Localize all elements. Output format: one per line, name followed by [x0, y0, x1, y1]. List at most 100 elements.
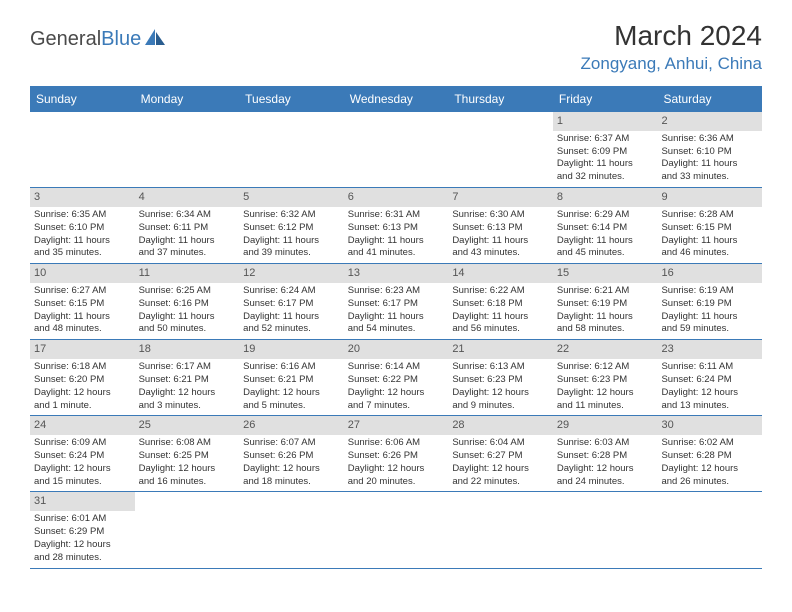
day-info-line: Sunset: 6:21 PM: [139, 374, 236, 387]
day-cell: 30Sunrise: 6:02 AMSunset: 6:28 PMDayligh…: [657, 416, 762, 491]
day-info-line: and 58 minutes.: [557, 323, 654, 336]
day-info-line: Sunset: 6:10 PM: [661, 146, 758, 159]
day-info-line: Sunrise: 6:31 AM: [348, 209, 445, 222]
day-info-line: Sunset: 6:23 PM: [452, 374, 549, 387]
logo-word1: General: [30, 28, 101, 50]
day-number: 12: [239, 264, 344, 283]
day-info-line: Sunset: 6:16 PM: [139, 298, 236, 311]
location-label: Zongyang, Anhui, China: [581, 54, 762, 74]
day-info-line: Sunrise: 6:36 AM: [661, 133, 758, 146]
header: GeneralBlue March 2024 Zongyang, Anhui, …: [30, 20, 762, 74]
day-number: 19: [239, 340, 344, 359]
day-info-line: Daylight: 12 hours: [557, 387, 654, 400]
day-info-line: and 1 minute.: [34, 400, 131, 413]
day-info-line: Daylight: 12 hours: [348, 387, 445, 400]
day-info-line: and 45 minutes.: [557, 247, 654, 260]
day-info-line: and 24 minutes.: [557, 476, 654, 489]
logo-text: GeneralBlue: [30, 28, 141, 51]
day-info-line: Daylight: 11 hours: [557, 311, 654, 324]
day-info-line: Daylight: 12 hours: [34, 539, 131, 552]
day-cell: 19Sunrise: 6:16 AMSunset: 6:21 PMDayligh…: [239, 340, 344, 415]
day-cell: 16Sunrise: 6:19 AMSunset: 6:19 PMDayligh…: [657, 264, 762, 339]
day-info-line: Sunset: 6:11 PM: [139, 222, 236, 235]
weekday-header: Friday: [553, 86, 658, 112]
day-info-line: Sunset: 6:26 PM: [243, 450, 340, 463]
day-info-line: Sunset: 6:13 PM: [452, 222, 549, 235]
day-info-line: and 28 minutes.: [34, 552, 131, 565]
day-info-line: and 41 minutes.: [348, 247, 445, 260]
day-info-line: Sunset: 6:19 PM: [661, 298, 758, 311]
day-info-line: and 15 minutes.: [34, 476, 131, 489]
day-info-line: and 59 minutes.: [661, 323, 758, 336]
day-info-line: Sunset: 6:29 PM: [34, 526, 131, 539]
day-info-line: Sunrise: 6:04 AM: [452, 437, 549, 450]
day-info-line: Sunset: 6:13 PM: [348, 222, 445, 235]
day-info-line: Sunrise: 6:28 AM: [661, 209, 758, 222]
day-number: 8: [553, 188, 658, 207]
day-info-line: Sunrise: 6:32 AM: [243, 209, 340, 222]
day-cell: [448, 492, 553, 567]
day-cell: 25Sunrise: 6:08 AMSunset: 6:25 PMDayligh…: [135, 416, 240, 491]
day-info-line: Sunset: 6:15 PM: [661, 222, 758, 235]
day-cell: [344, 112, 449, 187]
day-info-line: and 52 minutes.: [243, 323, 340, 336]
day-info-line: Daylight: 12 hours: [139, 463, 236, 476]
day-cell: [239, 112, 344, 187]
day-info-line: Sunrise: 6:01 AM: [34, 513, 131, 526]
day-info-line: Sunrise: 6:29 AM: [557, 209, 654, 222]
day-info-line: and 20 minutes.: [348, 476, 445, 489]
day-info-line: Daylight: 12 hours: [452, 387, 549, 400]
day-info-line: Daylight: 11 hours: [557, 235, 654, 248]
day-info-line: Sunset: 6:19 PM: [557, 298, 654, 311]
day-number: 11: [135, 264, 240, 283]
day-cell: 4Sunrise: 6:34 AMSunset: 6:11 PMDaylight…: [135, 188, 240, 263]
day-info-line: Daylight: 12 hours: [139, 387, 236, 400]
week-row: 31Sunrise: 6:01 AMSunset: 6:29 PMDayligh…: [30, 492, 762, 568]
day-info-line: Sunset: 6:17 PM: [243, 298, 340, 311]
day-info-line: Sunrise: 6:07 AM: [243, 437, 340, 450]
day-cell: 9 Sunrise: 6:28 AMSunset: 6:15 PMDaylight…: [657, 188, 762, 263]
day-info-line: Sunrise: 6:13 AM: [452, 361, 549, 374]
weekday-header: Tuesday: [239, 86, 344, 112]
day-info-line: Daylight: 11 hours: [661, 235, 758, 248]
day-cell: 28Sunrise: 6:04 AMSunset: 6:27 PMDayligh…: [448, 416, 553, 491]
day-info-line: and 5 minutes.: [243, 400, 340, 413]
day-info-line: Daylight: 12 hours: [557, 463, 654, 476]
day-info-line: Daylight: 12 hours: [661, 387, 758, 400]
day-info-line: Sunrise: 6:12 AM: [557, 361, 654, 374]
weekday-header-row: Sunday Monday Tuesday Wednesday Thursday…: [30, 86, 762, 112]
day-number: 10: [30, 264, 135, 283]
day-number: 20: [344, 340, 449, 359]
title-block: March 2024 Zongyang, Anhui, China: [581, 20, 762, 74]
day-info-line: Sunset: 6:22 PM: [348, 374, 445, 387]
day-cell: 7Sunrise: 6:30 AMSunset: 6:13 PMDaylight…: [448, 188, 553, 263]
day-info-line: Daylight: 12 hours: [34, 387, 131, 400]
day-cell: 2Sunrise: 6:36 AMSunset: 6:10 PMDaylight…: [657, 112, 762, 187]
day-number: 2: [657, 112, 762, 131]
day-info-line: Sunrise: 6:27 AM: [34, 285, 131, 298]
day-info-line: Sunrise: 6:08 AM: [139, 437, 236, 450]
day-cell: 1Sunrise: 6:37 AMSunset: 6:09 PMDaylight…: [553, 112, 658, 187]
day-info-line: Sunrise: 6:02 AM: [661, 437, 758, 450]
day-info-line: Daylight: 11 hours: [34, 311, 131, 324]
day-cell: 12Sunrise: 6:24 AMSunset: 6:17 PMDayligh…: [239, 264, 344, 339]
week-row: 10Sunrise: 6:27 AMSunset: 6:15 PMDayligh…: [30, 264, 762, 340]
day-cell: [553, 492, 658, 567]
day-number: 9: [657, 188, 762, 207]
day-info-line: Sunset: 6:25 PM: [139, 450, 236, 463]
day-info-line: Daylight: 12 hours: [452, 463, 549, 476]
day-cell: 26Sunrise: 6:07 AMSunset: 6:26 PMDayligh…: [239, 416, 344, 491]
day-info-line: Sunset: 6:17 PM: [348, 298, 445, 311]
day-info-line: Daylight: 11 hours: [243, 235, 340, 248]
day-info-line: Sunset: 6:24 PM: [34, 450, 131, 463]
day-info-line: Sunset: 6:24 PM: [661, 374, 758, 387]
sail-icon: [145, 29, 167, 45]
day-info-line: and 16 minutes.: [139, 476, 236, 489]
day-cell: 18Sunrise: 6:17 AMSunset: 6:21 PMDayligh…: [135, 340, 240, 415]
day-cell: 14Sunrise: 6:22 AMSunset: 6:18 PMDayligh…: [448, 264, 553, 339]
day-number: 4: [135, 188, 240, 207]
day-number: 6: [344, 188, 449, 207]
weekday-header: Wednesday: [344, 86, 449, 112]
day-cell: 13Sunrise: 6:23 AMSunset: 6:17 PMDayligh…: [344, 264, 449, 339]
day-info-line: Sunrise: 6:23 AM: [348, 285, 445, 298]
